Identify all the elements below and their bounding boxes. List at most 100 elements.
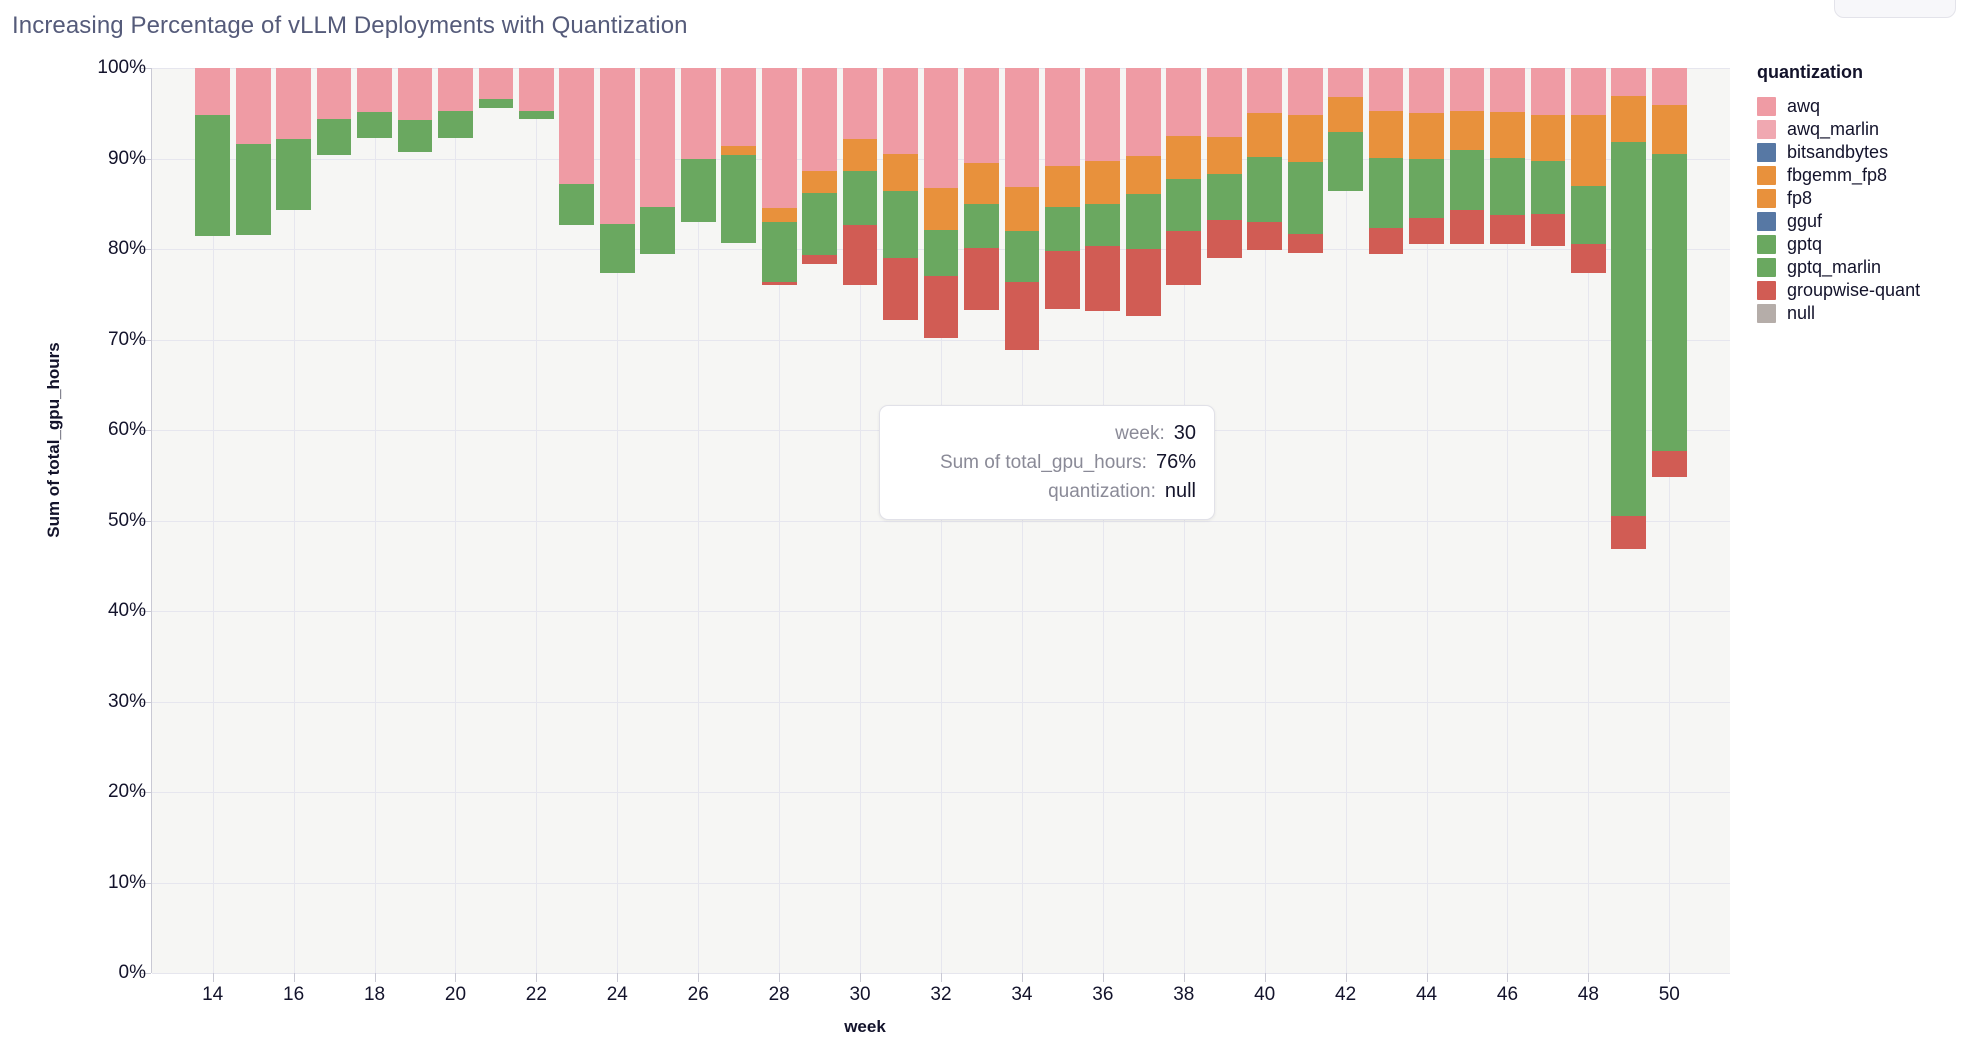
bar-segment-gptq_marlin[interactable]	[680, 159, 716, 222]
bar-segment-gptq_marlin[interactable]	[1328, 132, 1363, 192]
bar-segment-awq[interactable]	[1611, 68, 1647, 97]
bar-segment-awq[interactable]	[1651, 68, 1687, 106]
bar-segment-fp8[interactable]	[842, 139, 878, 172]
bar-segment-gptq_marlin[interactable]	[1166, 179, 1202, 231]
bar-segment-awq[interactable]	[195, 68, 231, 116]
bar-segment-awq[interactable]	[640, 68, 676, 208]
bar-column[interactable]	[1368, 68, 1404, 973]
bar-segment-groupwise-quant[interactable]	[1166, 230, 1202, 286]
bar-segment-awq[interactable]	[478, 68, 514, 99]
bar-column[interactable]	[842, 68, 878, 973]
bar-column[interactable]	[235, 68, 271, 973]
bar-segment-fp8[interactable]	[1570, 115, 1606, 186]
bar-segment-groupwise-quant[interactable]	[964, 248, 999, 310]
legend-item-gguf[interactable]: gguf	[1757, 210, 1920, 232]
bar-segment-fp8[interactable]	[1328, 96, 1363, 133]
bar-segment-awq[interactable]	[1125, 68, 1161, 156]
bar-segment-groupwise-quant[interactable]	[1125, 249, 1161, 316]
bar-segment-awq[interactable]	[276, 68, 311, 139]
bar-segment-fp8[interactable]	[1530, 115, 1566, 162]
bar-column[interactable]	[680, 68, 716, 973]
bar-segment-groupwise-quant[interactable]	[1368, 228, 1404, 254]
bar-segment-groupwise-quant[interactable]	[923, 276, 959, 338]
bar-segment-gptq_marlin[interactable]	[964, 203, 999, 249]
bar-segment-fp8[interactable]	[1368, 111, 1404, 158]
bar-segment-gptq_marlin[interactable]	[357, 112, 392, 138]
bar-segment-gptq_marlin[interactable]	[397, 120, 433, 153]
bar-segment-fp8[interactable]	[1044, 165, 1080, 208]
bar-segment-gptq_marlin[interactable]	[1368, 157, 1404, 229]
bar-segment-groupwise-quant[interactable]	[761, 281, 797, 286]
bar-segment-groupwise-quant[interactable]	[1206, 220, 1242, 259]
bar-segment-gptq_marlin[interactable]	[276, 138, 311, 211]
legend-item-awq_marlin[interactable]: awq_marlin	[1757, 118, 1920, 140]
bar-segment-awq[interactable]	[1449, 68, 1485, 111]
bar-column[interactable]	[761, 68, 797, 973]
bar-segment-groupwise-quant[interactable]	[802, 255, 837, 265]
bar-column[interactable]	[964, 68, 999, 973]
bar-column[interactable]	[1651, 68, 1687, 973]
bar-column[interactable]	[1328, 68, 1363, 973]
bar-segment-gptq_marlin[interactable]	[802, 192, 837, 256]
bar-column[interactable]	[721, 68, 757, 973]
bar-segment-gptq_marlin[interactable]	[761, 221, 797, 282]
bar-segment-fp8[interactable]	[923, 188, 959, 230]
bar-segment-gptq_marlin[interactable]	[1449, 150, 1485, 211]
bar-segment-fp8[interactable]	[1166, 135, 1202, 180]
bar-segment-awq[interactable]	[680, 68, 716, 160]
bar-column[interactable]	[802, 68, 837, 973]
bar-column[interactable]	[599, 68, 635, 973]
bar-segment-gptq_marlin[interactable]	[599, 223, 635, 273]
bar-segment-groupwise-quant[interactable]	[883, 258, 918, 321]
bar-segment-groupwise-quant[interactable]	[1611, 515, 1647, 550]
bar-segment-awq[interactable]	[1247, 68, 1283, 114]
bar-segment-gptq_marlin[interactable]	[316, 118, 352, 155]
bar-segment-gptq_marlin[interactable]	[1044, 207, 1080, 251]
bar-column[interactable]	[518, 68, 554, 973]
bar-segment-awq[interactable]	[883, 68, 918, 154]
bar-column[interactable]	[316, 68, 352, 973]
bar-segment-fp8[interactable]	[761, 208, 797, 222]
bar-segment-fp8[interactable]	[1085, 161, 1121, 204]
bar-segment-awq[interactable]	[1328, 68, 1363, 97]
bar-segment-gptq_marlin[interactable]	[195, 115, 231, 237]
bar-segment-fp8[interactable]	[721, 145, 757, 155]
bar-segment-gptq_marlin[interactable]	[1085, 203, 1121, 247]
bar-segment-awq[interactable]	[1490, 68, 1525, 113]
bar-segment-groupwise-quant[interactable]	[1044, 250, 1080, 309]
bar-column[interactable]	[1004, 68, 1040, 973]
bar-segment-awq[interactable]	[438, 68, 473, 112]
bar-segment-awq[interactable]	[761, 68, 797, 209]
bar-segment-groupwise-quant[interactable]	[1247, 221, 1283, 250]
bar-column[interactable]	[1287, 68, 1323, 973]
bar-segment-fp8[interactable]	[1247, 113, 1283, 157]
bar-segment-gptq_marlin[interactable]	[1611, 142, 1647, 516]
bar-segment-fp8[interactable]	[1490, 112, 1525, 158]
bar-segment-awq[interactable]	[923, 68, 959, 189]
bar-segment-awq[interactable]	[721, 68, 757, 146]
legend-item-null[interactable]: null	[1757, 302, 1920, 324]
bar-segment-gptq_marlin[interactable]	[1570, 185, 1606, 245]
bar-segment-gptq_marlin[interactable]	[1409, 158, 1444, 219]
bar-column[interactable]	[1611, 68, 1647, 973]
legend-item-bitsandbytes[interactable]: bitsandbytes	[1757, 141, 1920, 163]
bar-segment-fp8[interactable]	[1206, 136, 1242, 174]
bar-segment-fp8[interactable]	[1409, 113, 1444, 159]
bar-column[interactable]	[1490, 68, 1525, 973]
bar-segment-gptq_marlin[interactable]	[559, 183, 595, 225]
bar-column[interactable]	[1449, 68, 1485, 973]
bar-segment-gptq_marlin[interactable]	[1651, 153, 1687, 451]
bar-column[interactable]	[1166, 68, 1202, 973]
bar-segment-awq[interactable]	[397, 68, 433, 121]
bar-segment-fp8[interactable]	[1125, 155, 1161, 194]
legend-item-awq[interactable]: awq	[1757, 95, 1920, 117]
legend-item-fbgemm_fp8[interactable]: fbgemm_fp8	[1757, 164, 1920, 186]
bar-column[interactable]	[559, 68, 595, 973]
bar-column[interactable]	[923, 68, 959, 973]
bar-segment-gptq_marlin[interactable]	[640, 207, 676, 255]
bar-segment-gptq_marlin[interactable]	[1247, 156, 1283, 222]
bar-segment-groupwise-quant[interactable]	[1530, 213, 1566, 247]
bar-column[interactable]	[397, 68, 433, 973]
bar-segment-groupwise-quant[interactable]	[1287, 233, 1323, 253]
bar-segment-fp8[interactable]	[964, 163, 999, 204]
